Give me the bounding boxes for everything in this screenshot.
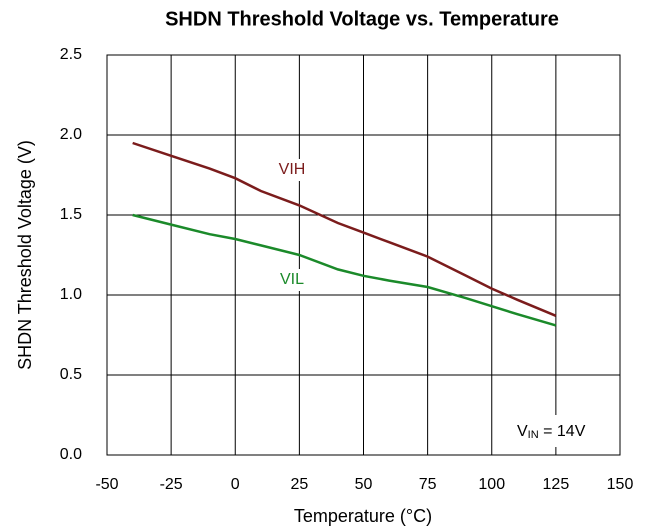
y-tick-label: 0.5	[60, 366, 82, 383]
annotation-sub: IN	[528, 429, 539, 441]
annotation-rest: = 14V	[539, 423, 586, 440]
y-tick-label: 2.0	[60, 126, 82, 143]
annotation-main: V	[517, 423, 528, 440]
y-tick-label: 1.0	[60, 286, 82, 303]
y-axis-label: SHDN Threshold Voltage (V)	[15, 140, 35, 370]
x-tick-label: 50	[355, 476, 373, 493]
chart-title: SHDN Threshold Voltage vs. Temperature	[165, 8, 559, 30]
label-background	[274, 269, 310, 291]
x-tick-label: 150	[607, 476, 634, 493]
label-background	[274, 159, 310, 181]
x-tick-label: 75	[419, 476, 437, 493]
series-line	[132, 141, 557, 317]
series-line	[132, 213, 557, 327]
y-tick-label: 0.0	[60, 446, 82, 463]
x-tick-label: 125	[543, 476, 570, 493]
x-tick-label: -50	[95, 476, 118, 493]
x-tick-label: -25	[160, 476, 183, 493]
y-tick-label: 1.5	[60, 206, 82, 223]
annotation-box	[507, 415, 613, 447]
x-tick-label: 0	[231, 476, 240, 493]
x-tick-label: 100	[478, 476, 505, 493]
x-axis-label: Temperature (°C)	[294, 506, 432, 526]
x-tick-label: 25	[290, 476, 308, 493]
annotation: VIN = 14V	[517, 423, 586, 441]
y-tick-label: 2.5	[60, 46, 82, 63]
series-label: VIL	[280, 271, 304, 288]
plot-border	[106, 54, 621, 456]
series-label: VIH	[279, 161, 306, 178]
